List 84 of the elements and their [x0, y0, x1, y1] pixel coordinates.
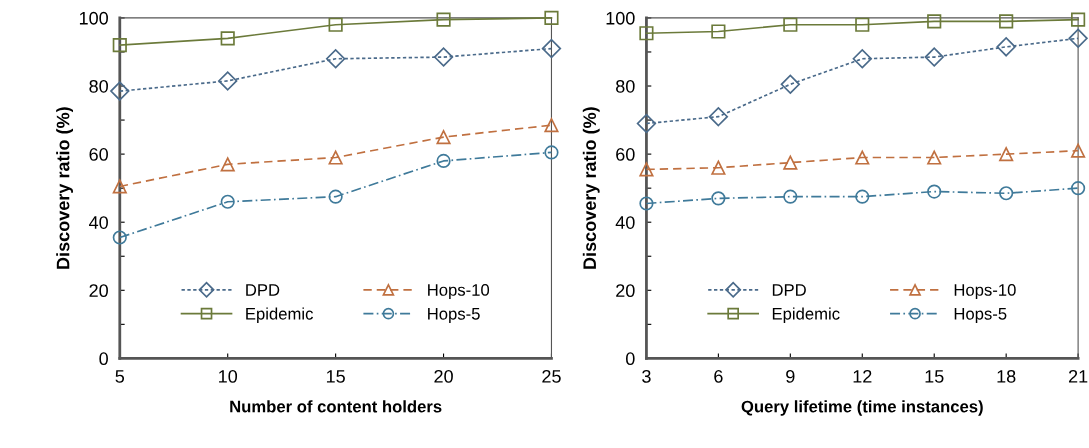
point	[999, 147, 1014, 162]
point	[328, 189, 343, 204]
point	[999, 186, 1014, 201]
x-tick-label: 25	[542, 369, 561, 383]
point	[855, 17, 870, 32]
x-tick-label: 12	[853, 369, 872, 383]
x-tick-label: 18	[997, 369, 1016, 383]
y-tick-label: 20	[89, 284, 108, 298]
point	[783, 189, 798, 204]
point	[544, 118, 559, 133]
legend-label: DPD	[246, 284, 280, 296]
point	[112, 179, 127, 194]
point	[1071, 181, 1086, 196]
point	[112, 38, 127, 53]
x-axis-title: Number of content holders	[230, 400, 442, 413]
y-tick-label: 0	[625, 352, 635, 366]
y-tick-label: 0	[99, 352, 108, 366]
point	[325, 49, 346, 69]
y-tick-label: 100	[606, 11, 635, 25]
point	[544, 145, 559, 160]
point	[436, 130, 451, 145]
legend-label: Hops-5	[428, 308, 480, 323]
point	[636, 113, 657, 134]
point	[436, 153, 451, 169]
point	[999, 14, 1014, 29]
point	[112, 230, 127, 245]
point	[1071, 12, 1086, 27]
point	[711, 160, 726, 175]
point	[783, 155, 798, 170]
legend-label: Hops-10	[954, 284, 1016, 300]
point	[639, 196, 654, 211]
x-tick-label: 6	[714, 369, 723, 383]
point	[780, 74, 801, 94]
point	[1068, 28, 1088, 49]
point	[436, 12, 451, 27]
point	[541, 38, 562, 59]
y-tick-label: 40	[89, 216, 108, 229]
x-tick-label: 3	[642, 369, 651, 383]
point	[639, 26, 654, 41]
legend-label: DPD	[772, 284, 806, 296]
point	[433, 47, 454, 67]
point	[328, 17, 343, 32]
point	[927, 14, 942, 29]
y-tick-label: 40	[615, 216, 635, 229]
point	[924, 47, 944, 67]
y-tick-label: 60	[616, 148, 635, 161]
x-tick-label: 9	[786, 369, 795, 383]
y-tick-label: 60	[89, 148, 108, 161]
point	[218, 71, 238, 91]
y-tick-label: 20	[616, 284, 635, 298]
point	[852, 49, 872, 69]
point	[708, 106, 729, 127]
point	[711, 191, 726, 206]
point	[855, 189, 870, 204]
x-tick-label: 20	[434, 369, 453, 383]
point	[639, 162, 654, 177]
legend-label: Hops-5	[954, 308, 1007, 323]
x-tick-label: 21	[1068, 369, 1088, 383]
point	[783, 17, 798, 32]
x-tick-label: 15	[326, 370, 345, 383]
x-tick-label: 15	[925, 370, 944, 383]
point	[220, 194, 235, 209]
point	[110, 81, 130, 101]
y-tick-label: 80	[616, 79, 635, 93]
y-axis-title: Discovery ratio (%)	[56, 107, 73, 269]
legend-label: Epidemic	[772, 307, 840, 323]
point	[855, 150, 870, 165]
x-tick-label: 10	[219, 369, 238, 383]
y-tick-label: 100	[79, 11, 108, 25]
point	[927, 150, 942, 165]
point	[220, 31, 235, 46]
x-tick-label: 5	[115, 370, 125, 383]
point	[220, 157, 235, 172]
point	[927, 184, 942, 199]
point	[544, 10, 559, 26]
legend-label: Epidemic	[246, 307, 313, 323]
y-axis-title: Discovery ratio (%)	[582, 107, 600, 269]
legend-label: Hops-10	[428, 284, 490, 300]
y-tick-label: 80	[89, 79, 108, 93]
point	[711, 24, 726, 39]
point	[328, 150, 343, 165]
point	[996, 37, 1016, 57]
point	[1071, 143, 1086, 158]
x-axis-title: Query lifetime (time instances)	[741, 400, 983, 416]
